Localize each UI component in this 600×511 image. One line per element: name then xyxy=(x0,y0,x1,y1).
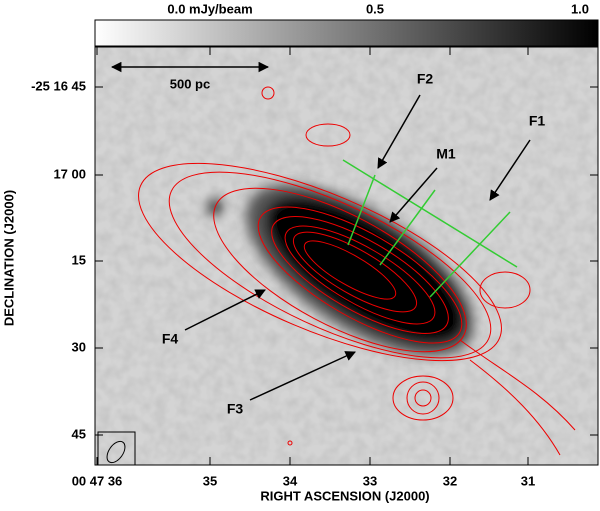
image xyxy=(95,47,598,465)
y-tick-label: 45 xyxy=(72,426,86,441)
colorbar xyxy=(94,19,599,47)
feature-label: F2 xyxy=(417,71,434,87)
x-tick-label: 32 xyxy=(443,473,457,488)
x-tick-label: 33 xyxy=(363,473,377,488)
feature-label: F4 xyxy=(162,331,179,347)
feature-label: F1 xyxy=(529,113,546,129)
x-tick-label: 00 47 36 xyxy=(72,473,123,488)
y-axis-label: DECLINATION (J2000) xyxy=(1,190,16,326)
feature-label: F3 xyxy=(227,401,244,417)
x-tick-label: 31 xyxy=(521,473,535,488)
colorbar-label: 1.0 xyxy=(571,1,589,16)
frame xyxy=(94,46,599,466)
y-tick-label: -25 16 45 xyxy=(31,78,86,93)
feature-label: M1 xyxy=(436,146,456,162)
scale-label: 500 pc xyxy=(170,76,210,91)
colorbar-label: 0.5 xyxy=(366,1,384,16)
x-tick-label: 35 xyxy=(203,473,217,488)
y-tick-label: 17 00 xyxy=(53,166,86,181)
x-tick-label: 34 xyxy=(283,473,298,488)
x-axis-label: RIGHT ASCENSION (J2000) xyxy=(260,488,429,503)
colorbar-label: 0.0 mJy/beam xyxy=(167,1,252,16)
y-tick-label: 15 xyxy=(72,252,86,267)
y-tick-label: 30 xyxy=(72,339,86,354)
